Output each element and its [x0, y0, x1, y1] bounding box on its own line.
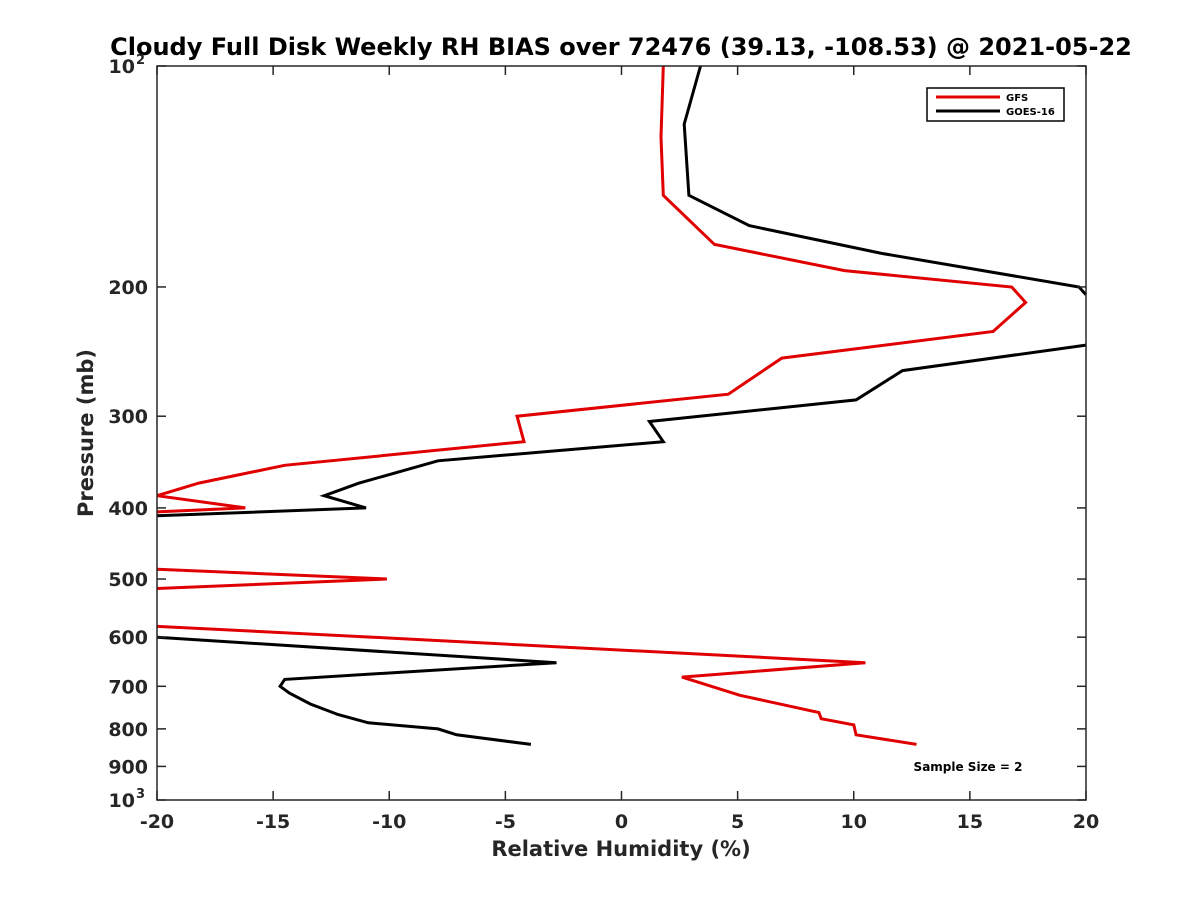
chart-title: Cloudy Full Disk Weekly RH BIAS over 724…: [110, 33, 1132, 61]
y-tick-label: 700: [108, 676, 148, 698]
x-tick-label: -10: [372, 811, 406, 833]
x-axis: -20 -15 -10 -5 0 5 10 15 20: [140, 66, 1099, 833]
series-line-segment: [156, 567, 387, 590]
y-tick-label-exponent: 3: [136, 787, 145, 802]
y-tick-label: 300: [108, 406, 148, 428]
x-tick-label: -5: [495, 811, 516, 833]
x-tick-label: 0: [615, 811, 628, 833]
series-line-segment: [156, 624, 917, 746]
series-gfs: [156, 65, 1028, 746]
legend: GFS GOES-16: [926, 87, 1065, 122]
axes-frame: [156, 65, 1087, 801]
x-tick-label: 5: [731, 811, 744, 833]
x-axis-label: Relative Humidity (%): [491, 837, 750, 861]
y-tick-label: 10: [109, 56, 135, 78]
y-tick-label-exponent: 2: [136, 53, 145, 68]
legend-label: GOES-16: [1006, 107, 1055, 118]
y-tick-label: 800: [108, 719, 148, 741]
legend-label: GFS: [1006, 93, 1028, 104]
y-tick-label: 600: [108, 627, 148, 649]
series-line-segment: [156, 635, 557, 746]
y-tick-label: 900: [108, 756, 148, 778]
y-tick-label: 200: [108, 277, 148, 299]
plot-lines: [156, 65, 1088, 746]
y-tick-label: 10: [109, 790, 135, 812]
x-tick-label: -20: [140, 811, 174, 833]
x-tick-label: -15: [256, 811, 290, 833]
y-axis-label: Pressure (mb): [74, 349, 98, 517]
x-tick-label: 15: [957, 811, 983, 833]
series-line-segment: [156, 65, 1028, 514]
x-tick-label: 10: [841, 811, 867, 833]
series-line-segment: [156, 343, 1087, 518]
legend-box: [926, 87, 1065, 122]
y-tick-label: 400: [108, 498, 148, 520]
sample-size-annotation: Sample Size = 2: [914, 760, 1023, 774]
x-tick-label: 20: [1073, 811, 1099, 833]
y-tick-label: 500: [108, 569, 148, 591]
